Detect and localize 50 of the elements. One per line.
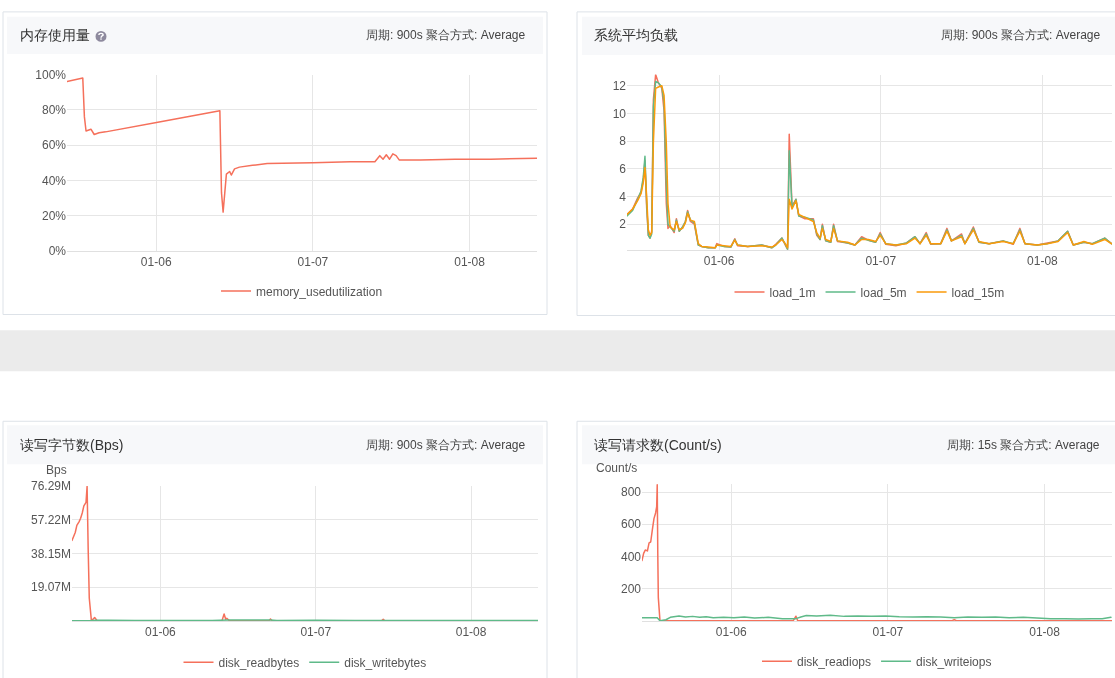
y-tick-label: 400 [620, 549, 642, 564]
y-tick-label: 8 [619, 134, 627, 149]
y-tick-label: 57.22M [30, 512, 71, 527]
y-tick-label: 4 [619, 189, 627, 204]
chart-subtitle: 周期: 15s 聚合方式: Average [947, 438, 1100, 452]
y-tick-label: 600 [620, 517, 642, 532]
legend-label: memory_usedutilization [256, 284, 383, 299]
chart-title: 读写字节数(Bps) [20, 437, 124, 453]
x-tick-label: 01-06 [703, 254, 735, 269]
y-tick-label: 200 [620, 581, 642, 596]
legend-label: load_5m [860, 285, 907, 300]
chart-title: 读写请求数(Count/s) [594, 437, 722, 453]
x-tick-label: 01-07 [872, 625, 904, 640]
chart-subtitle: 周期: 900s 聚合方式: Average [941, 28, 1101, 42]
legend-label: load_1m [769, 285, 816, 300]
legend-label: disk_readbytes [218, 655, 300, 670]
chart-title: 内存使用量 [20, 27, 90, 43]
y-tick-label: 0% [48, 244, 67, 259]
y-axis-title: Bps [46, 463, 67, 477]
y-tick-label: 800 [620, 485, 642, 500]
y-tick-label: 40% [41, 173, 67, 188]
y-tick-label: 76.29M [30, 479, 71, 494]
y-tick-label: 12 [612, 78, 627, 93]
y-axis-title: Count/s [596, 461, 638, 475]
x-tick-label: 01-08 [1029, 625, 1061, 640]
y-tick-label: 20% [41, 208, 67, 223]
y-tick-label: 38.15M [30, 546, 71, 561]
chart-title: 系统平均负载 [594, 27, 678, 43]
legend-label: disk_writebytes [344, 655, 427, 670]
x-tick-label: 01-07 [297, 255, 329, 270]
legend-label: load_15m [951, 285, 1005, 300]
y-tick-label: 80% [41, 103, 67, 118]
y-tick-label: 19.07M [30, 580, 71, 595]
y-tick-label: 100% [35, 67, 67, 82]
y-tick-label: 2 [619, 217, 627, 232]
y-tick-label: 10 [612, 106, 627, 121]
y-tick-label: 60% [41, 138, 67, 153]
x-tick-label: 01-07 [865, 254, 897, 269]
y-tick-label: 6 [619, 162, 627, 177]
x-tick-label: 01-06 [140, 255, 172, 270]
x-tick-label: 01-08 [455, 625, 487, 640]
x-tick-label: 01-06 [715, 625, 747, 640]
x-tick-label: 01-08 [454, 255, 486, 270]
legend-label: disk_writeiops [916, 654, 992, 669]
chart-subtitle: 周期: 900s 聚合方式: Average [366, 438, 526, 452]
x-tick-label: 01-06 [145, 625, 177, 640]
x-tick-label: 01-07 [300, 625, 332, 640]
legend-label: disk_readiops [797, 654, 872, 669]
chart-subtitle: 周期: 900s 聚合方式: Average [366, 28, 526, 42]
x-tick-label: 01-08 [1027, 254, 1059, 269]
